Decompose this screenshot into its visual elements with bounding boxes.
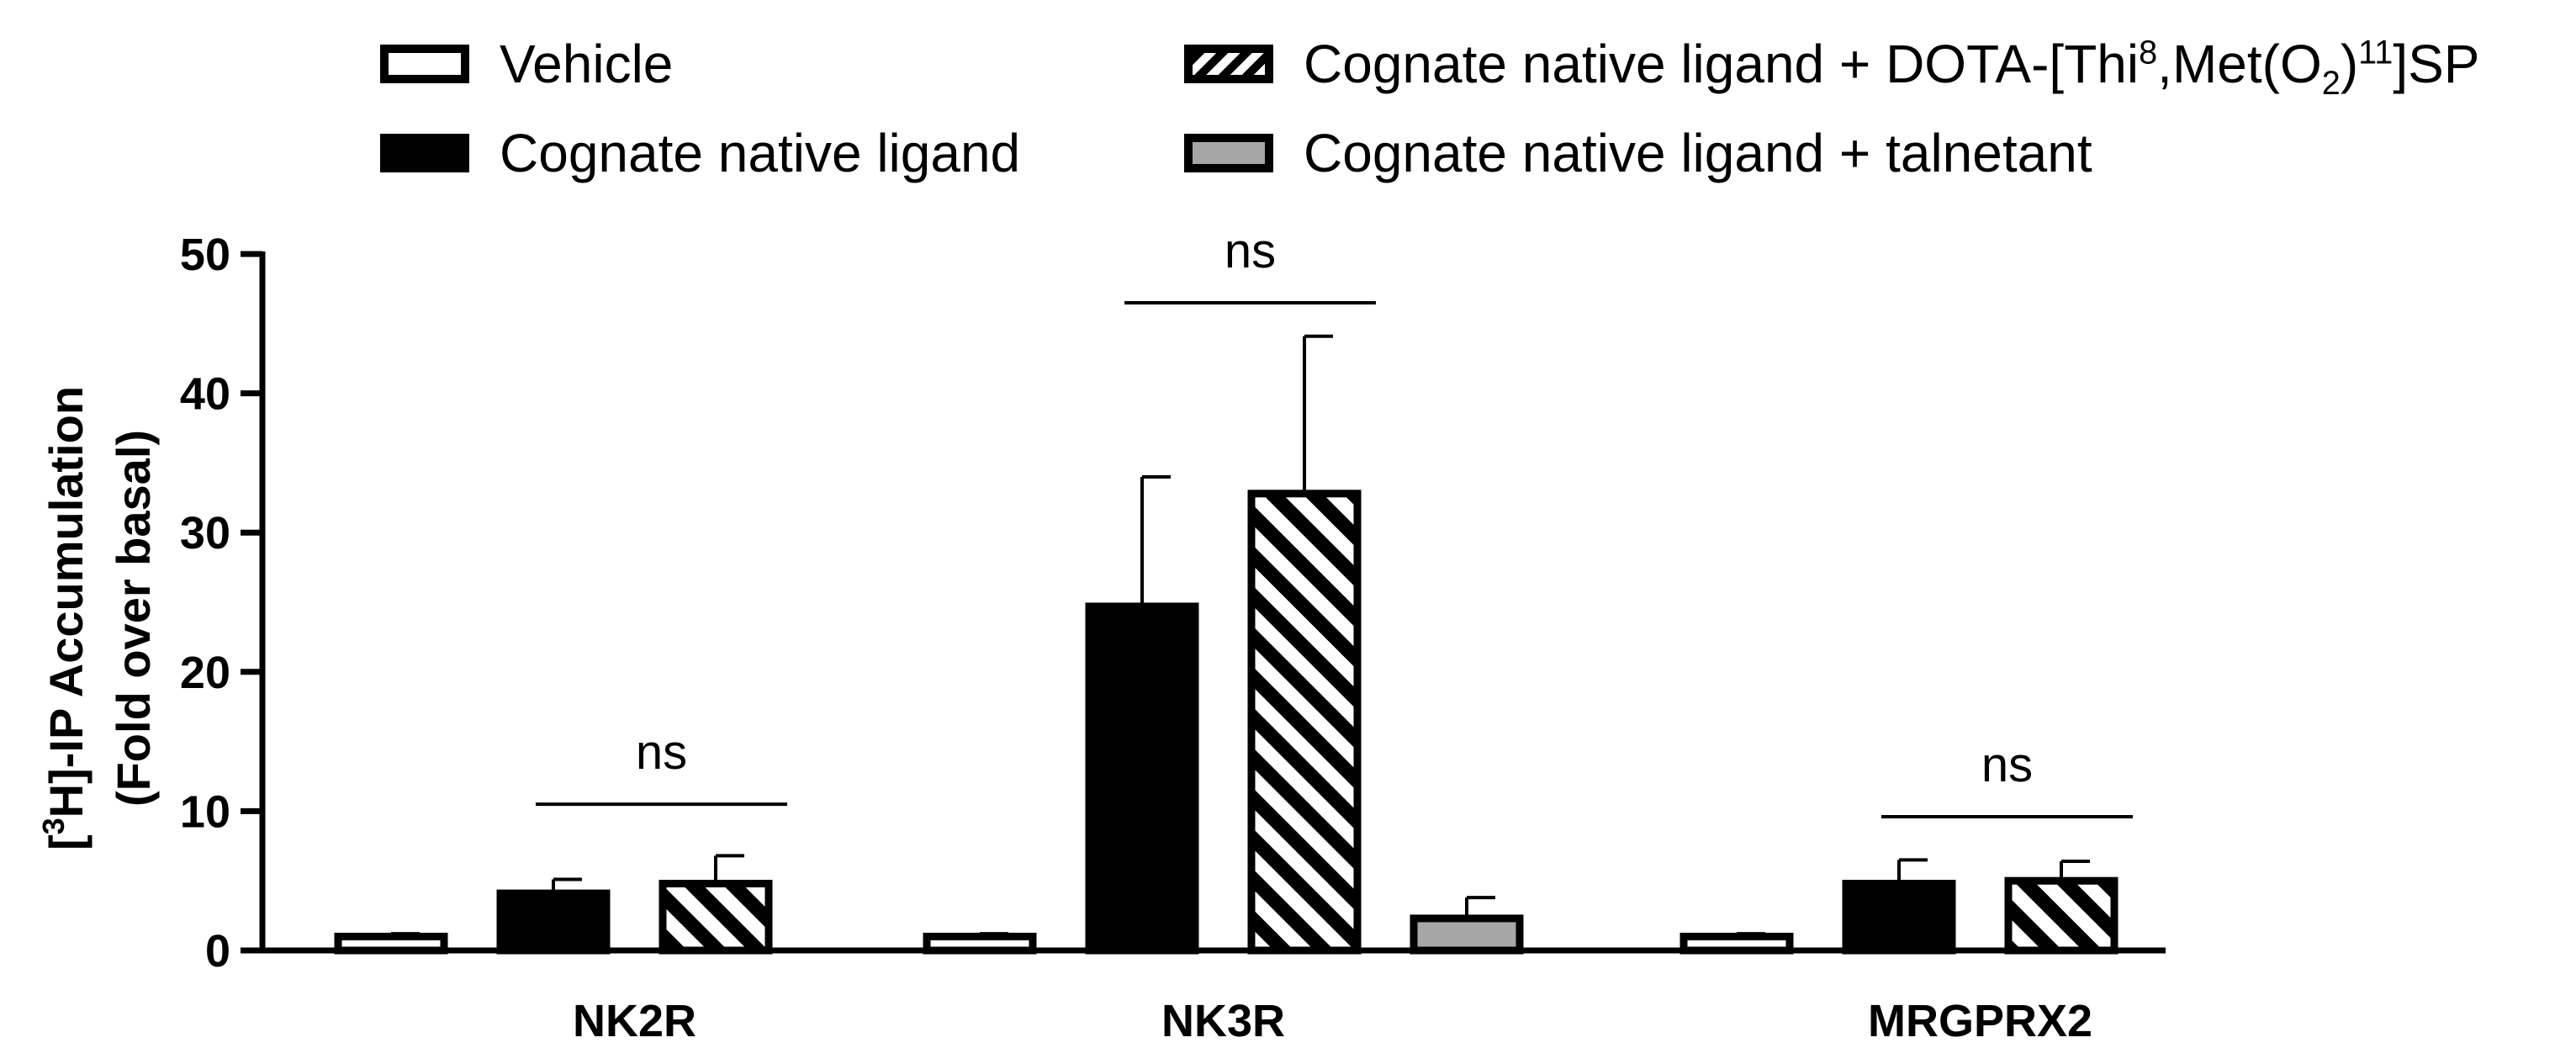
bar	[496, 889, 611, 955]
legend-swatch-native-ligand	[380, 134, 469, 172]
bar	[1410, 914, 1524, 955]
legend-item-native-ligand: Cognate native ligand	[380, 126, 1020, 180]
significance-label: ns	[636, 725, 687, 780]
y-axis-label-line2: (Fold over basal)	[107, 430, 160, 807]
y-tick-label: 50	[180, 230, 230, 280]
legend-swatch-dota	[1184, 45, 1273, 83]
x-tick-label: NK2R	[573, 996, 696, 1046]
significance-label: ns	[1981, 738, 2033, 792]
significance-label: ns	[1225, 224, 1276, 278]
y-tick-label: 0	[205, 926, 230, 977]
bars	[334, 334, 2118, 955]
bar	[923, 932, 1037, 955]
significance-annotations: ns ns ns	[536, 224, 2133, 819]
legend-swatch-talnetant	[1184, 134, 1273, 172]
bar	[1842, 880, 1956, 955]
bar	[659, 880, 773, 955]
legend-item-dota: Cognate native ligand + DOTA-[Thi8,Met(O…	[1184, 34, 2480, 102]
legend-label-dota: Cognate native ligand + DOTA-[Thi8,Met(O…	[1304, 34, 2480, 102]
legend-item-talnetant: Cognate native ligand + talnetant	[1184, 126, 2092, 180]
bar	[334, 932, 448, 955]
legend-swatch-vehicle	[380, 45, 469, 83]
y-tick-label: 40	[180, 369, 230, 420]
x-tick-label: MRGPRX2	[1868, 996, 2092, 1046]
bar	[2004, 876, 2118, 955]
y-tick-label: 10	[180, 786, 230, 837]
legend-label-talnetant: Cognate native ligand + talnetant	[1304, 123, 2092, 183]
y-axis-label-line1: [3H]-IP Accumulation	[36, 386, 93, 850]
legend-label-vehicle: Vehicle	[500, 34, 674, 94]
legend-label-native-ligand: Cognate native ligand	[500, 123, 1021, 183]
legend-item-vehicle: Vehicle	[380, 37, 673, 91]
y-tick-label: 20	[180, 648, 230, 698]
x-tick-label: NK3R	[1161, 996, 1285, 1046]
bar	[1679, 932, 1794, 955]
y-tick-label: 30	[180, 508, 230, 558]
bar	[1247, 490, 1362, 955]
bar	[1085, 602, 1199, 955]
